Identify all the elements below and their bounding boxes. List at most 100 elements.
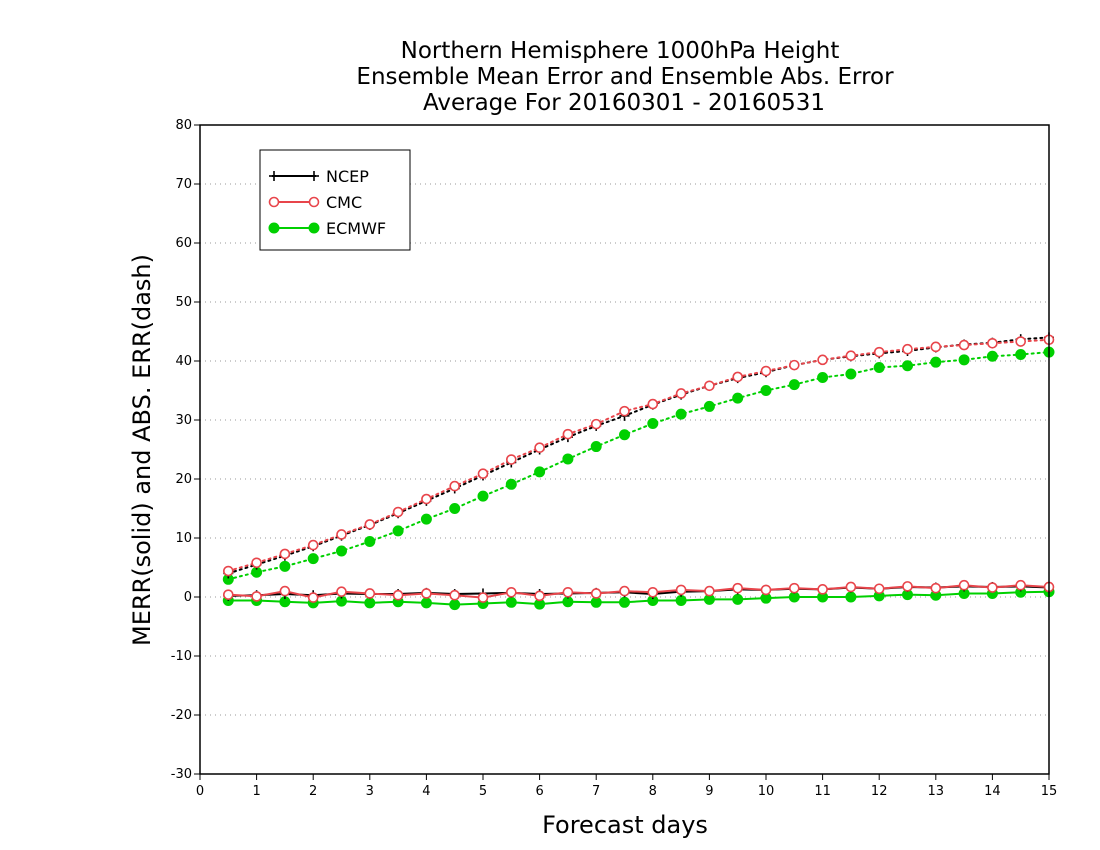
- cmc-abs-err-point: [336, 529, 347, 540]
- ecmwf-abs-err-point: [647, 418, 659, 430]
- cmc-merr-point: [477, 592, 489, 603]
- legend: NCEP CMC ECMWF: [259, 149, 411, 251]
- cmc-merr-point: [987, 582, 998, 593]
- x-tick-label: 11: [814, 784, 831, 799]
- legend-label: NCEP: [326, 167, 369, 186]
- ecmwf-abs-err-point: [732, 392, 744, 404]
- y-tick-label: 80: [175, 118, 192, 133]
- y-axis: -30 -20 -10 0 10 20 30 40 50 60 70 80: [171, 118, 200, 782]
- plot-series: [222, 332, 1055, 611]
- series-cmc: [223, 334, 1055, 603]
- x-tick-label: 2: [309, 784, 317, 799]
- cmc-merr-point: [902, 581, 913, 592]
- ecmwf-merr-point: [449, 599, 461, 611]
- cmc-merr-point: [760, 584, 772, 596]
- ecmwf-abs-err-point: [873, 361, 885, 373]
- y-tick-label: 30: [175, 413, 192, 428]
- title-line-3: Average For 20160301 - 20160531: [423, 90, 825, 116]
- ecmwf-abs-err-point: [817, 372, 829, 384]
- x-tick-label: 4: [422, 784, 430, 799]
- x-tick-label: 6: [535, 784, 543, 799]
- cmc-abs-err-point: [987, 337, 998, 349]
- ecmwf-abs-err-point: [449, 503, 461, 514]
- cmc-abs-err-point: [505, 454, 517, 465]
- y-tick-label: 40: [175, 354, 192, 369]
- ecmwf-abs-err-point: [562, 453, 574, 465]
- cmc-merr-point: [307, 592, 319, 603]
- cmc-abs-err-point: [590, 418, 602, 430]
- x-tick-label: 8: [649, 784, 657, 799]
- cmc-merr-point: [534, 590, 545, 602]
- y-tick-label: -30: [171, 767, 192, 782]
- cmc-abs-err-point: [817, 354, 828, 366]
- x-tick-label: 13: [928, 784, 945, 799]
- x-tick-label: 5: [479, 784, 487, 799]
- cmc-merr-point: [930, 582, 942, 594]
- cmc-abs-err-point: [421, 493, 432, 505]
- cmc-abs-err-point: [704, 380, 715, 392]
- cmc-merr-point: [223, 589, 234, 600]
- y-axis-label: MERR(solid) and ABS. ERR(dash): [128, 254, 156, 646]
- plot-frame: [199, 124, 1050, 775]
- chart-title: Northern Hemisphere 1000hPa Height Ensem…: [356, 38, 894, 116]
- cmc-abs-err-point: [647, 398, 659, 410]
- ecmwf-merr-point: [505, 596, 517, 608]
- legend-item-ncep: NCEP: [269, 167, 369, 186]
- x-axis: 0 1 2 3 4 5 6 7 8 9 10 11 12 13 14 15: [196, 774, 1057, 799]
- y-tick-label: 60: [175, 236, 192, 251]
- x-tick-label: 12: [871, 784, 888, 799]
- legend-marker: [309, 171, 319, 181]
- x-tick-label: 9: [705, 784, 713, 799]
- ecmwf-abs-err-point: [420, 513, 432, 525]
- cmc-abs-err-point: [1015, 336, 1027, 347]
- cmc-merr-point: [364, 588, 376, 599]
- y-tick-label: 0: [184, 590, 192, 605]
- cmc-abs-err-point: [902, 343, 913, 355]
- x-tick-label: 14: [984, 784, 1001, 799]
- cmc-abs-err-point: [279, 548, 291, 560]
- cmc-abs-err-point: [675, 388, 687, 399]
- cmc-merr-point: [251, 591, 262, 602]
- cmc-merr-point: [279, 585, 291, 597]
- cmc-abs-err-point: [364, 519, 376, 530]
- y-tick-label: 50: [175, 295, 192, 310]
- ecmwf-abs-err-point: [760, 385, 772, 396]
- ecmwf-merr-point: [619, 596, 630, 608]
- ecmwf-merr-point: [845, 591, 857, 603]
- cmc-merr-point: [619, 585, 630, 597]
- ecmwf-abs-err-point: [336, 545, 347, 557]
- cmc-merr-point: [392, 589, 404, 601]
- cmc-abs-err-point: [619, 405, 630, 417]
- cmc-merr-point: [958, 579, 970, 591]
- cmc-abs-err-point: [251, 557, 262, 569]
- cmc-abs-err-point: [449, 480, 461, 492]
- cmc-abs-err-point: [930, 341, 942, 353]
- x-tick-label: 0: [196, 784, 204, 799]
- ecmwf-abs-err-point: [364, 536, 376, 548]
- ecmwf-abs-err-point: [1015, 349, 1027, 361]
- x-tick-label: 7: [592, 784, 600, 799]
- legend-item-cmc: CMC: [268, 193, 362, 212]
- ecmwf-abs-err-point: [307, 553, 319, 565]
- ecmwf-merr-point: [590, 596, 602, 608]
- cmc-merr-point: [590, 588, 602, 599]
- y-tick-label: -10: [171, 649, 192, 664]
- cmc-abs-err-point: [732, 371, 744, 383]
- x-tick-label: 1: [252, 784, 260, 799]
- legend-item-ecmwf: ECMWF: [268, 219, 386, 238]
- cmc-abs-err-point: [562, 428, 574, 440]
- ecmwf-abs-err-point: [534, 466, 546, 478]
- cmc-abs-err-point: [760, 365, 772, 377]
- ecmwf-abs-err-point: [958, 354, 970, 366]
- cmc-abs-err-point: [307, 539, 319, 551]
- cmc-merr-point: [817, 584, 828, 595]
- ecmwf-merr-point: [732, 593, 744, 605]
- x-tick-label: 15: [1041, 784, 1058, 799]
- cmc-merr-point: [336, 586, 347, 597]
- legend-marker: [308, 196, 320, 208]
- y-tick-label: 20: [175, 472, 192, 487]
- cmc-abs-err-point: [534, 442, 545, 454]
- cmc-merr-point: [562, 586, 574, 598]
- ecmwf-abs-err-point: [505, 478, 517, 490]
- legend-box: [259, 149, 411, 251]
